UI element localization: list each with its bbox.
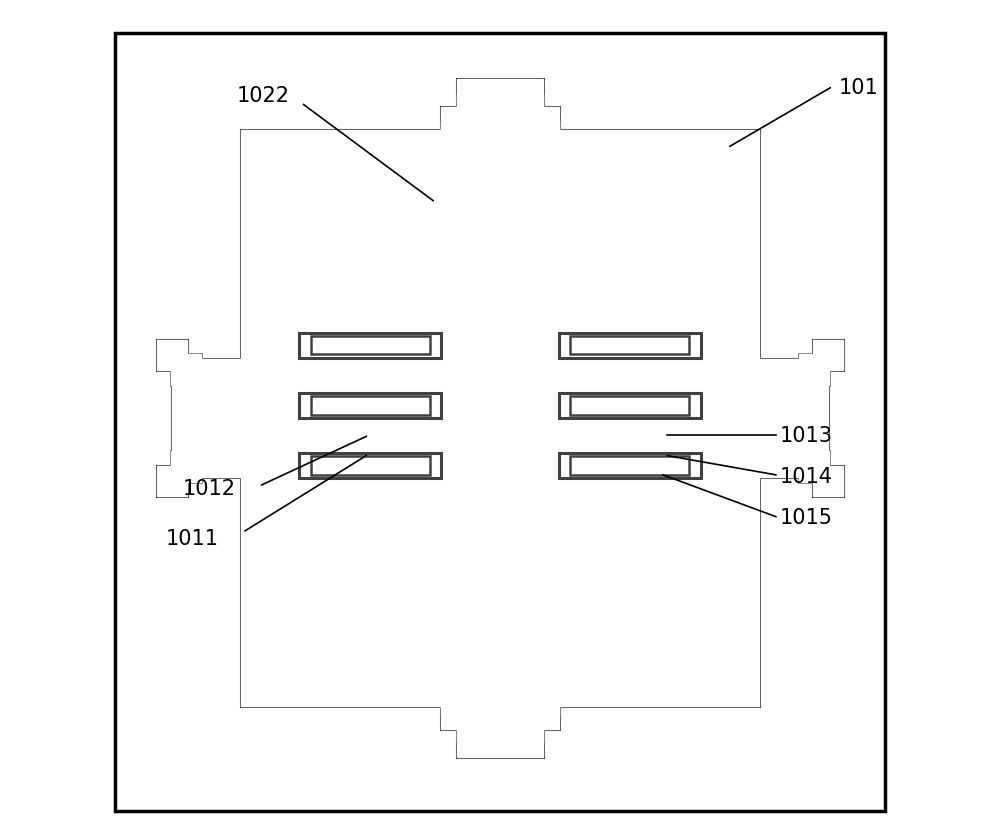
Text: 101: 101 [839, 78, 878, 98]
Text: 1013: 1013 [780, 426, 833, 446]
Bar [559, 333, 701, 358]
Polygon shape [171, 354, 256, 482]
Bar [311, 396, 430, 415]
Text: 1012: 1012 [182, 479, 235, 499]
Bar [299, 393, 441, 418]
Bar [311, 456, 430, 475]
Bar [570, 336, 689, 354]
Text: 1015: 1015 [780, 508, 833, 528]
Polygon shape [241, 79, 759, 757]
Text: 1011: 1011 [166, 529, 219, 549]
Polygon shape [543, 318, 716, 518]
Polygon shape [559, 303, 744, 533]
Bar [311, 336, 430, 354]
Bar [559, 453, 701, 478]
Bar [570, 396, 689, 415]
Bar [570, 456, 689, 475]
Polygon shape [759, 340, 843, 496]
Polygon shape [441, 130, 482, 706]
Bar [559, 393, 701, 418]
Polygon shape [299, 333, 441, 358]
Polygon shape [518, 130, 559, 706]
Polygon shape [256, 303, 441, 533]
Text: 1022: 1022 [237, 86, 290, 106]
Bar [299, 453, 441, 478]
Polygon shape [256, 94, 744, 742]
Bar [299, 333, 441, 358]
Text: 1014: 1014 [780, 466, 833, 487]
Polygon shape [744, 354, 829, 482]
Polygon shape [284, 318, 457, 518]
Polygon shape [157, 340, 241, 496]
